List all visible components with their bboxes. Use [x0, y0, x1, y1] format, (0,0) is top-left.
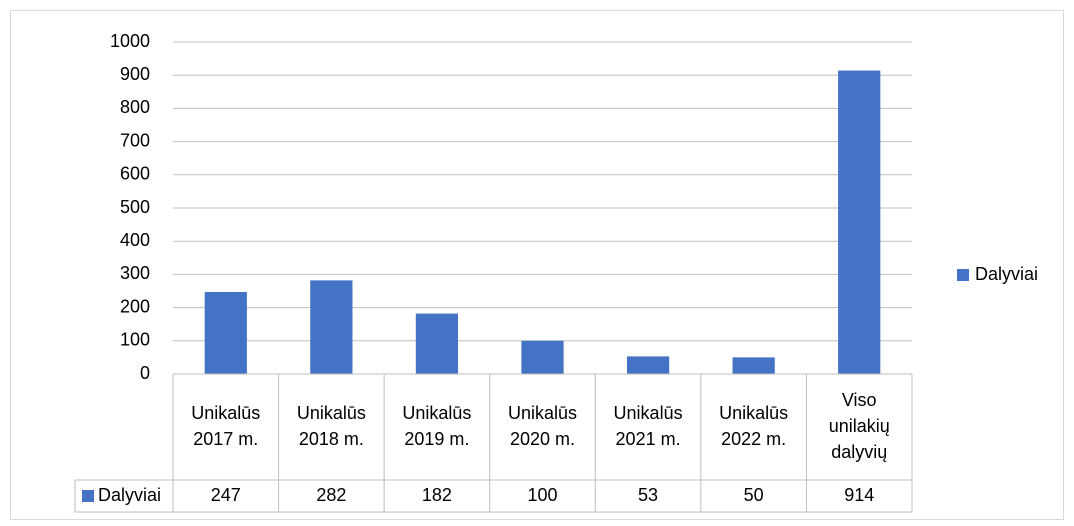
- bar: [521, 340, 564, 374]
- x-tick-label: Unikalūs 2022 m.: [719, 403, 788, 449]
- y-tick-label: 500: [120, 197, 150, 217]
- y-tick-label: 100: [120, 330, 150, 350]
- table-value: 50: [744, 485, 764, 505]
- x-tick-label: Unikalūs 2017 m.: [191, 403, 260, 449]
- bar: [732, 357, 775, 374]
- y-tick-label: 400: [120, 230, 150, 250]
- legend-key: [957, 269, 969, 281]
- x-tick-label: Unikalūs 2018 m.: [297, 403, 366, 449]
- legend-label: Dalyviai: [975, 264, 1038, 284]
- table-value: 53: [638, 485, 658, 505]
- table-value: 282: [316, 485, 346, 505]
- bar: [204, 291, 247, 374]
- x-tick-label: Unikalūs 2020 m.: [508, 403, 577, 449]
- table-series-name: Dalyviai: [98, 485, 161, 505]
- y-tick-label: 600: [120, 164, 150, 184]
- bar: [838, 70, 881, 374]
- table-value: 182: [422, 485, 452, 505]
- table-value: 247: [211, 485, 241, 505]
- bar: [626, 356, 670, 374]
- y-tick-label: 700: [120, 130, 150, 150]
- x-tick-label: Unikalūs 2019 m.: [402, 403, 471, 449]
- bar: [415, 313, 459, 374]
- y-tick-label: 200: [120, 296, 150, 316]
- y-tick-label: 900: [120, 64, 150, 84]
- y-tick-label: 1000: [110, 31, 150, 51]
- y-tick-label: 0: [140, 363, 150, 383]
- x-tick-label: Viso unilakių dalyvių: [829, 390, 890, 462]
- table-value: 914: [844, 485, 874, 505]
- x-tick-label: Unikalūs 2021 m.: [614, 403, 683, 449]
- legend-key: [82, 490, 94, 502]
- bar: [310, 280, 353, 374]
- y-tick-label: 300: [120, 263, 150, 283]
- chart-border: [10, 10, 1064, 520]
- table-value: 100: [527, 485, 557, 505]
- y-tick-label: 800: [120, 97, 150, 117]
